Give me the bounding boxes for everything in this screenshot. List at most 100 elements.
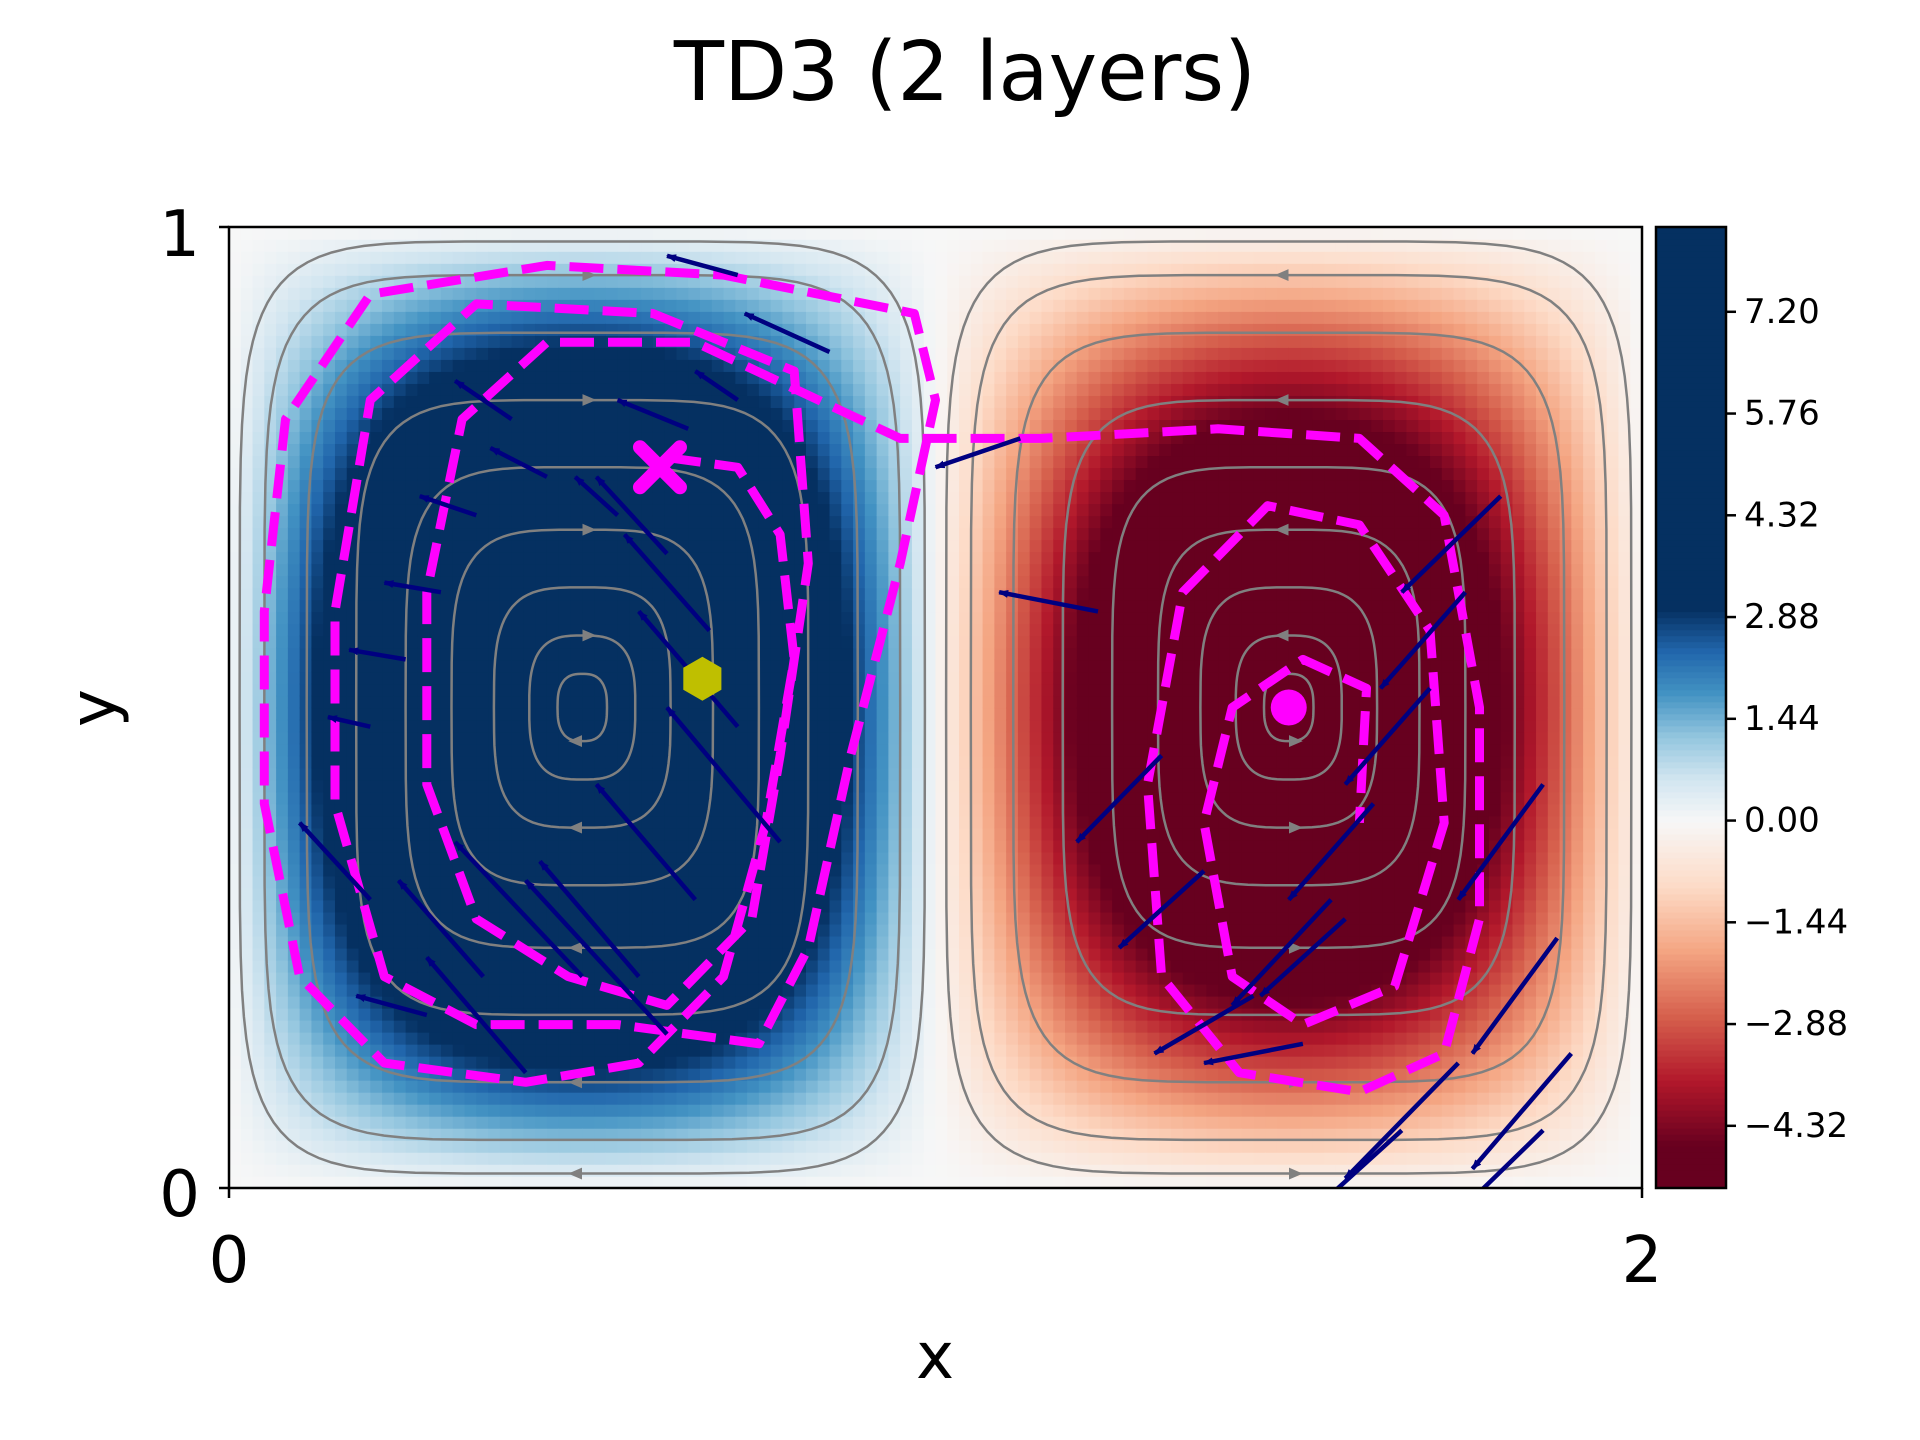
heatmap-cell [770, 311, 784, 324]
heatmap-cell [723, 1163, 737, 1177]
heatmap-cell [464, 827, 478, 841]
heatmap-cell [523, 1043, 536, 1057]
heatmap-cell [464, 1055, 478, 1069]
heatmap-cell [605, 611, 619, 625]
heatmap-cell [700, 707, 713, 721]
heatmap-cell [299, 503, 313, 517]
heatmap-cell [817, 635, 831, 649]
heatmap-cell [334, 1127, 348, 1141]
heatmap-cell [594, 623, 607, 637]
heatmap-cell [864, 731, 878, 745]
heatmap-cell [676, 383, 690, 396]
heatmap-cell [617, 671, 631, 685]
heatmap-cell [358, 1043, 372, 1057]
heatmap-cell [240, 1091, 254, 1105]
heatmap-cell [358, 659, 372, 673]
heatmap-cell [900, 275, 913, 288]
heatmap-cell [853, 443, 866, 457]
heatmap-cell [334, 1043, 348, 1057]
heatmap-cell [829, 911, 843, 925]
heatmap-cell [711, 887, 725, 901]
heatmap-cell [582, 1055, 595, 1069]
heatmap-cell [287, 971, 301, 985]
heatmap-cell [240, 803, 254, 817]
heatmap-cell [240, 587, 254, 601]
heatmap-cell [723, 827, 737, 841]
heatmap-cell [370, 875, 383, 889]
heatmap-cell [405, 371, 419, 384]
heatmap-cell [405, 383, 419, 396]
heatmap-cell [535, 731, 548, 745]
heatmap-cell [452, 611, 466, 625]
heatmap-cell [393, 911, 407, 925]
heatmap-cell [511, 1043, 525, 1057]
heatmap-cell [911, 575, 925, 589]
heatmap-cell [664, 755, 678, 769]
heatmap-cell [594, 1151, 607, 1165]
heatmap-cell [546, 1175, 560, 1188]
heatmap-cell [499, 1055, 513, 1069]
heatmap-cell [594, 335, 607, 348]
heatmap-cell [935, 419, 949, 433]
heatmap-cell [417, 671, 430, 685]
heatmap-cell [511, 611, 525, 625]
heatmap-cell [393, 251, 407, 264]
heatmap-cell [417, 1175, 430, 1188]
heatmap-cell [876, 239, 890, 252]
heatmap-cell [829, 863, 843, 877]
heatmap-cell [782, 875, 795, 889]
heatmap-cell [535, 515, 548, 529]
heatmap-cell [476, 587, 489, 601]
heatmap-cell [264, 1091, 277, 1105]
heatmap-cell [747, 947, 760, 961]
heatmap-cell [911, 671, 925, 685]
heatmap-cell [358, 839, 372, 853]
heatmap-cell [570, 311, 584, 324]
heatmap-cell [841, 1115, 854, 1129]
heatmap-cell [370, 1175, 383, 1188]
heatmap-cell [911, 587, 925, 601]
heatmap-cell [276, 1019, 289, 1033]
heatmap-cell [864, 755, 878, 769]
heatmap-cell [876, 1019, 890, 1033]
heatmap-cell [393, 1031, 407, 1045]
heatmap-cell [429, 1103, 442, 1117]
heatmap-cell [570, 359, 584, 372]
heatmap-cell [935, 275, 949, 288]
heatmap-cell [546, 683, 560, 697]
heatmap-cell [900, 719, 913, 733]
heatmap-cell [829, 983, 843, 997]
heatmap-cell [488, 251, 501, 264]
heatmap-cell [805, 455, 819, 469]
heatmap-cell [393, 347, 407, 360]
heatmap-cell [229, 1151, 242, 1165]
heatmap-cell [276, 635, 289, 649]
heatmap-cell [652, 359, 666, 372]
heatmap-cell [652, 479, 666, 493]
heatmap-cell [770, 395, 784, 408]
heatmap-cell [311, 911, 324, 925]
heatmap-cell [229, 431, 242, 445]
heatmap-cell [393, 323, 407, 336]
heatmap-cell [382, 767, 395, 781]
heatmap-cell [605, 563, 619, 577]
heatmap-cell [617, 911, 631, 925]
heatmap-cell [582, 815, 595, 829]
heatmap-cell [864, 803, 878, 817]
heatmap-cell [570, 563, 584, 577]
heatmap-cell [911, 1139, 925, 1153]
heatmap-cell [311, 275, 324, 288]
heatmap-cell [429, 263, 442, 276]
heatmap-cell [429, 683, 442, 697]
heatmap-cell [841, 863, 854, 877]
heatmap-cell [287, 995, 301, 1009]
heatmap-cell [287, 1151, 301, 1165]
heatmap-cell [476, 743, 489, 757]
heatmap-cell [252, 1007, 266, 1021]
heatmap-cell [252, 479, 266, 493]
heatmap-cell [476, 407, 489, 420]
heatmap-cell [535, 839, 548, 853]
heatmap-cell [829, 599, 843, 613]
heatmap-cell [464, 1175, 478, 1188]
heatmap-cell [476, 947, 489, 961]
